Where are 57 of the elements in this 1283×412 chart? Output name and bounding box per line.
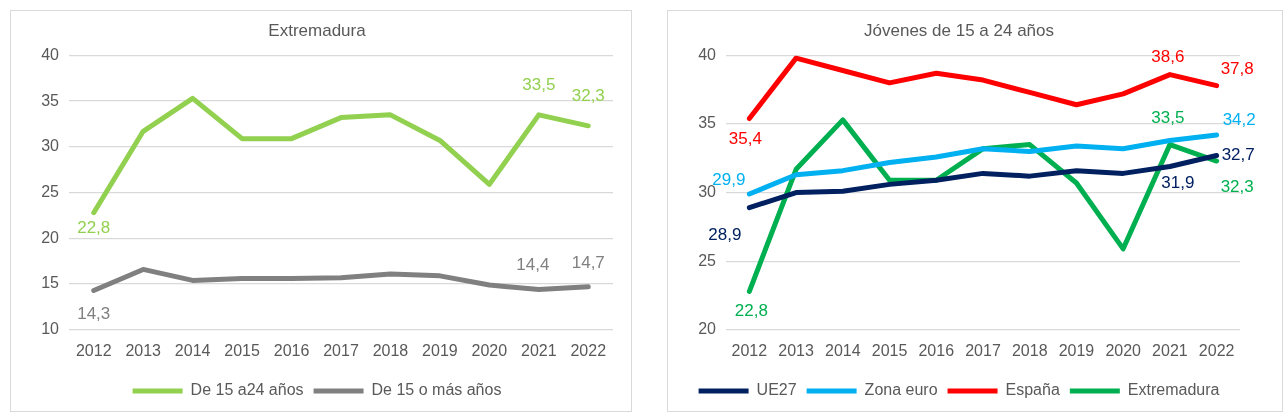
y-tick-label: 20	[41, 228, 60, 246]
data-label: 35,4	[728, 129, 762, 149]
x-tick-label: 2022	[1198, 341, 1235, 359]
data-label: 14,7	[571, 253, 605, 273]
x-tick-label: 2015	[224, 341, 260, 359]
y-tick-label: 35	[41, 91, 60, 109]
data-label: 33,5	[1151, 108, 1185, 128]
x-tick-label: 2017	[965, 341, 1001, 359]
legend-label: De 15 o más años	[371, 381, 502, 399]
y-tick-label: 20	[698, 320, 717, 338]
data-label: 28,9	[708, 225, 742, 245]
legend-label: Extremadura	[1127, 381, 1220, 399]
x-tick-label: 2019	[422, 341, 458, 359]
x-tick-label: 2012	[731, 341, 768, 359]
x-tick-label: 2013	[125, 341, 162, 359]
x-tick-label: 2019	[1058, 341, 1095, 359]
data-label: 32,3	[1220, 176, 1254, 196]
x-tick-label: 2014	[174, 341, 211, 359]
y-tick-label: 40	[698, 45, 717, 63]
y-tick-label: 30	[41, 137, 60, 155]
data-label: 34,2	[1222, 109, 1256, 129]
y-tick-label: 25	[698, 251, 717, 269]
x-tick-label: 2017	[323, 341, 359, 359]
x-tick-label: 2022	[570, 341, 607, 359]
legend-label: De 15 a24 años	[190, 381, 304, 399]
x-tick-label: 2015	[871, 341, 908, 359]
x-tick-label: 2016	[918, 341, 955, 359]
y-tick-label: 40	[41, 45, 60, 63]
x-tick-label: 2021	[521, 341, 557, 359]
data-label: 14,4	[516, 255, 550, 275]
x-tick-label: 2020	[1105, 341, 1142, 359]
x-tick-label: 2018	[1011, 341, 1048, 359]
y-tick-label: 10	[41, 320, 60, 338]
y-tick-label: 35	[698, 114, 717, 132]
x-tick-label: 2014	[825, 341, 861, 359]
x-tick-label: 2013	[778, 341, 814, 359]
chart-title: Extremadura	[268, 20, 367, 40]
legend-label: España	[1005, 381, 1060, 399]
x-tick-label: 2020	[471, 341, 508, 359]
x-tick-label: 2012	[75, 341, 112, 359]
chart-title: Jóvenes de 15 a 24 años	[864, 20, 1054, 40]
data-label: 14,3	[77, 304, 111, 324]
data-label: 37,8	[1220, 59, 1254, 79]
data-label: 38,6	[1151, 47, 1185, 67]
y-tick-label: 15	[41, 274, 60, 292]
data-label: 32,7	[1221, 145, 1255, 165]
data-label: 22,8	[734, 301, 768, 321]
x-tick-label: 2021	[1152, 341, 1188, 359]
x-tick-label: 2016	[273, 341, 310, 359]
data-label: 22,8	[77, 218, 111, 238]
data-label: 31,9	[1161, 173, 1195, 193]
legend-label: Zona euro	[864, 381, 938, 399]
y-tick-label: 25	[41, 183, 60, 201]
data-label: 33,5	[522, 74, 556, 94]
x-tick-label: 2018	[372, 341, 409, 359]
legend-label: UE27	[756, 381, 797, 399]
data-label: 32,3	[571, 85, 605, 105]
